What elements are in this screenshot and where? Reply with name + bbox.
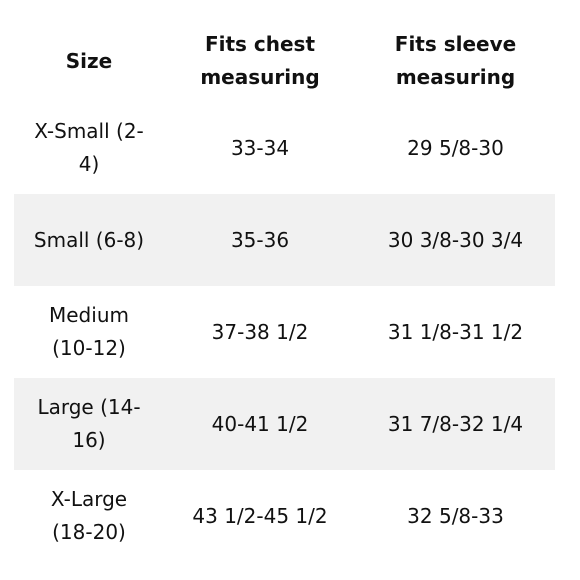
table-cell: 40-41 1/2 (164, 378, 356, 470)
table-cell: Small (6-8) (14, 194, 164, 286)
cell-text: X-Small (2-4) (34, 119, 144, 176)
table-row: Large (14-16) 40-41 1/2 31 7/8-32 1/4 (14, 378, 555, 470)
cell-text: 30 3/8-30 3/4 (387, 227, 524, 252)
size-table: Size Fits chest measuring Fits sleeve me… (14, 20, 555, 562)
cell-text: 31 7/8-32 1/4 (387, 411, 524, 436)
table-cell: Large (14-16) (14, 378, 164, 470)
table-row: Medium (10-12) 37-38 1/2 31 1/8-31 1/2 (14, 286, 555, 378)
table-cell: 30 3/8-30 3/4 (356, 194, 555, 286)
cell-text: Medium (10-12) (49, 303, 129, 360)
header-cell: Fits sleeve measuring (356, 20, 555, 102)
table-row: X-Large (18-20) 43 1/2-45 1/2 32 5/8-33 (14, 470, 555, 562)
cell-text: 29 5/8-30 (407, 135, 504, 160)
cell-text: 31 1/8-31 1/2 (387, 319, 524, 344)
table-cell: 29 5/8-30 (356, 102, 555, 194)
header-cell: Fits chest measuring (164, 20, 356, 102)
cell-text: 40-41 1/2 (211, 411, 309, 436)
cell-text: Small (6-8) (33, 227, 145, 252)
header-text: Size (65, 48, 113, 73)
cell-text: Large (14-16) (37, 395, 141, 452)
table-row: X-Small (2-4) 33-34 29 5/8-30 (14, 102, 555, 194)
table-cell: 32 5/8-33 (356, 470, 555, 562)
table-cell: Medium (10-12) (14, 286, 164, 378)
table-body: X-Small (2-4) 33-34 29 5/8-30 Small (6-8) 35… (14, 102, 555, 562)
table-cell: 37-38 1/2 (164, 286, 356, 378)
header-text: Fits sleeve measuring (394, 32, 517, 89)
table-cell: X-Large (18-20) (14, 470, 164, 562)
table-cell: 31 7/8-32 1/4 (356, 378, 555, 470)
cell-text: 37-38 1/2 (211, 319, 309, 344)
table-cell: 43 1/2-45 1/2 (164, 470, 356, 562)
header-row: Size Fits chest measuring Fits sleeve me… (14, 20, 555, 102)
table-row: Small (6-8) 35-36 30 3/8-30 3/4 (14, 194, 555, 286)
cell-text: 32 5/8-33 (407, 503, 504, 528)
table-cell: 33-34 (164, 102, 356, 194)
cell-text: 33-34 (230, 135, 290, 160)
table-cell: 35-36 (164, 194, 356, 286)
cell-text: X-Large (18-20) (50, 487, 128, 544)
table-cell: X-Small (2-4) (14, 102, 164, 194)
header-cell: Size (14, 20, 164, 102)
header-text: Fits chest measuring (200, 32, 320, 89)
cell-text: 35-36 (230, 227, 290, 252)
cell-text: 43 1/2-45 1/2 (192, 503, 328, 528)
table-cell: 31 1/8-31 1/2 (356, 286, 555, 378)
